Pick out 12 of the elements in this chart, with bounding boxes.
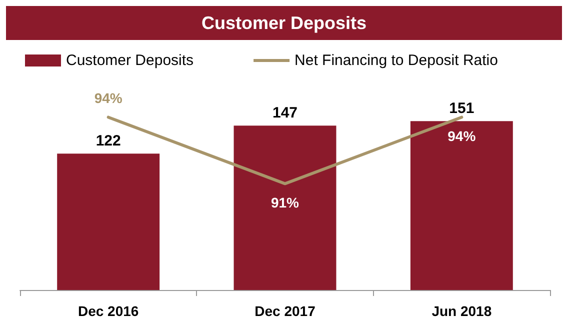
data-label: 94% <box>94 90 123 106</box>
data-label: 94% <box>448 128 476 144</box>
data-label: 151 <box>449 100 474 118</box>
data-label: 91% <box>270 194 300 211</box>
legend-label: Customer Deposits <box>66 52 194 69</box>
legend-label: Net Financing to Deposit Ratio <box>294 52 498 69</box>
data-label: 147 <box>272 104 298 122</box>
x-tick-label: Jun 2018 <box>432 303 492 319</box>
x-tick-label: Dec 2017 <box>254 303 316 319</box>
data-label: 122 <box>96 132 121 150</box>
x-tick-label: Dec 2016 <box>78 303 139 319</box>
chart-title: Customer Deposits <box>6 6 562 40</box>
